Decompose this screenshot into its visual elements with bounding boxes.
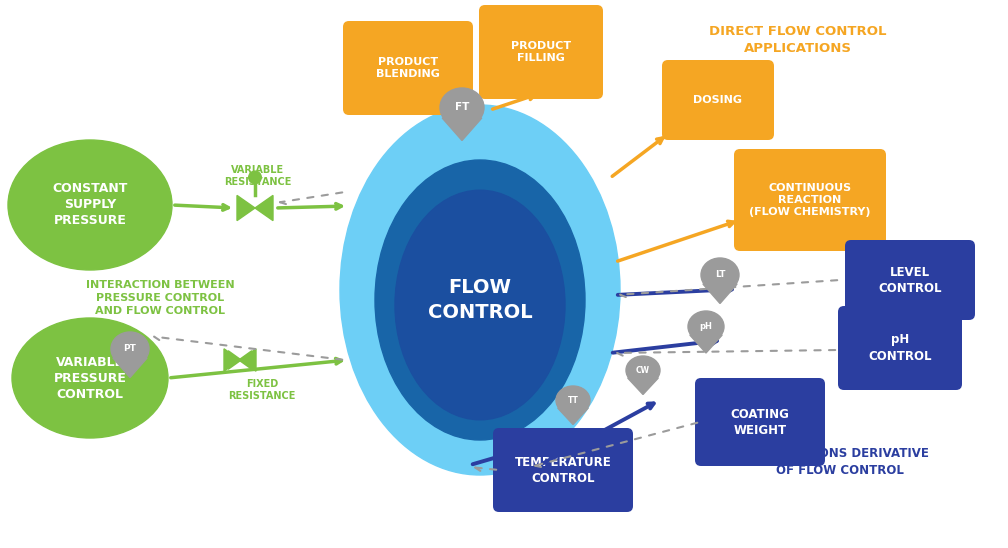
Polygon shape bbox=[703, 284, 737, 304]
Polygon shape bbox=[240, 349, 256, 371]
Polygon shape bbox=[237, 196, 255, 221]
Ellipse shape bbox=[688, 311, 724, 342]
Text: INTERACTION BETWEEN
PRESSURE CONTROL
AND FLOW CONTROL: INTERACTION BETWEEN PRESSURE CONTROL AND… bbox=[86, 280, 234, 316]
Text: LEVEL
CONTROL: LEVEL CONTROL bbox=[878, 265, 941, 294]
Polygon shape bbox=[255, 196, 273, 221]
FancyBboxPatch shape bbox=[845, 240, 975, 320]
FancyBboxPatch shape bbox=[838, 306, 962, 390]
Text: APPLICATIONS DERIVATIVE
OF FLOW CONTROL: APPLICATIONS DERIVATIVE OF FLOW CONTROL bbox=[751, 447, 929, 477]
FancyBboxPatch shape bbox=[479, 5, 603, 99]
Text: FLOW
CONTROL: FLOW CONTROL bbox=[427, 278, 532, 322]
Polygon shape bbox=[557, 408, 589, 425]
Text: DIRECT FLOW CONTROL
APPLICATIONS: DIRECT FLOW CONTROL APPLICATIONS bbox=[710, 25, 887, 55]
Circle shape bbox=[249, 171, 261, 184]
Polygon shape bbox=[113, 358, 147, 378]
Text: VARIABLE
RESISTANCE: VARIABLE RESISTANCE bbox=[225, 165, 291, 187]
Ellipse shape bbox=[111, 332, 149, 366]
Text: CONSTANT
SUPPLY
PRESSURE: CONSTANT SUPPLY PRESSURE bbox=[52, 182, 128, 227]
FancyBboxPatch shape bbox=[734, 149, 886, 251]
Text: DOSING: DOSING bbox=[694, 95, 743, 105]
Polygon shape bbox=[224, 349, 240, 371]
FancyBboxPatch shape bbox=[493, 428, 633, 512]
Ellipse shape bbox=[8, 140, 172, 270]
Text: PRODUCT
BLENDING: PRODUCT BLENDING bbox=[376, 57, 439, 79]
Ellipse shape bbox=[626, 356, 660, 385]
Text: CONTINUOUS
REACTION
(FLOW CHEMISTRY): CONTINUOUS REACTION (FLOW CHEMISTRY) bbox=[749, 182, 871, 218]
FancyBboxPatch shape bbox=[695, 378, 825, 466]
Polygon shape bbox=[689, 335, 722, 353]
Text: TEMPERATURE
CONTROL: TEMPERATURE CONTROL bbox=[515, 455, 612, 484]
Text: COATING
WEIGHT: COATING WEIGHT bbox=[731, 408, 789, 437]
Text: pH: pH bbox=[700, 322, 713, 331]
FancyBboxPatch shape bbox=[662, 60, 774, 140]
Text: VARIABLE
PRESSURE
CONTROL: VARIABLE PRESSURE CONTROL bbox=[53, 356, 126, 401]
Ellipse shape bbox=[556, 386, 590, 415]
Text: FT: FT bbox=[455, 102, 469, 112]
Polygon shape bbox=[443, 118, 482, 140]
Ellipse shape bbox=[340, 105, 620, 475]
Text: FIXED
RESISTANCE: FIXED RESISTANCE bbox=[229, 379, 295, 401]
Ellipse shape bbox=[395, 190, 565, 420]
Text: CW: CW bbox=[636, 366, 650, 375]
Text: TT: TT bbox=[568, 396, 579, 405]
Ellipse shape bbox=[375, 160, 585, 440]
Polygon shape bbox=[628, 378, 658, 395]
Text: pH
CONTROL: pH CONTROL bbox=[868, 334, 931, 362]
Ellipse shape bbox=[440, 88, 484, 127]
Text: PRODUCT
FILLING: PRODUCT FILLING bbox=[511, 41, 572, 63]
FancyBboxPatch shape bbox=[343, 21, 473, 115]
Text: PT: PT bbox=[124, 344, 136, 353]
Text: LT: LT bbox=[715, 270, 725, 279]
Ellipse shape bbox=[12, 318, 168, 438]
Ellipse shape bbox=[701, 258, 739, 292]
